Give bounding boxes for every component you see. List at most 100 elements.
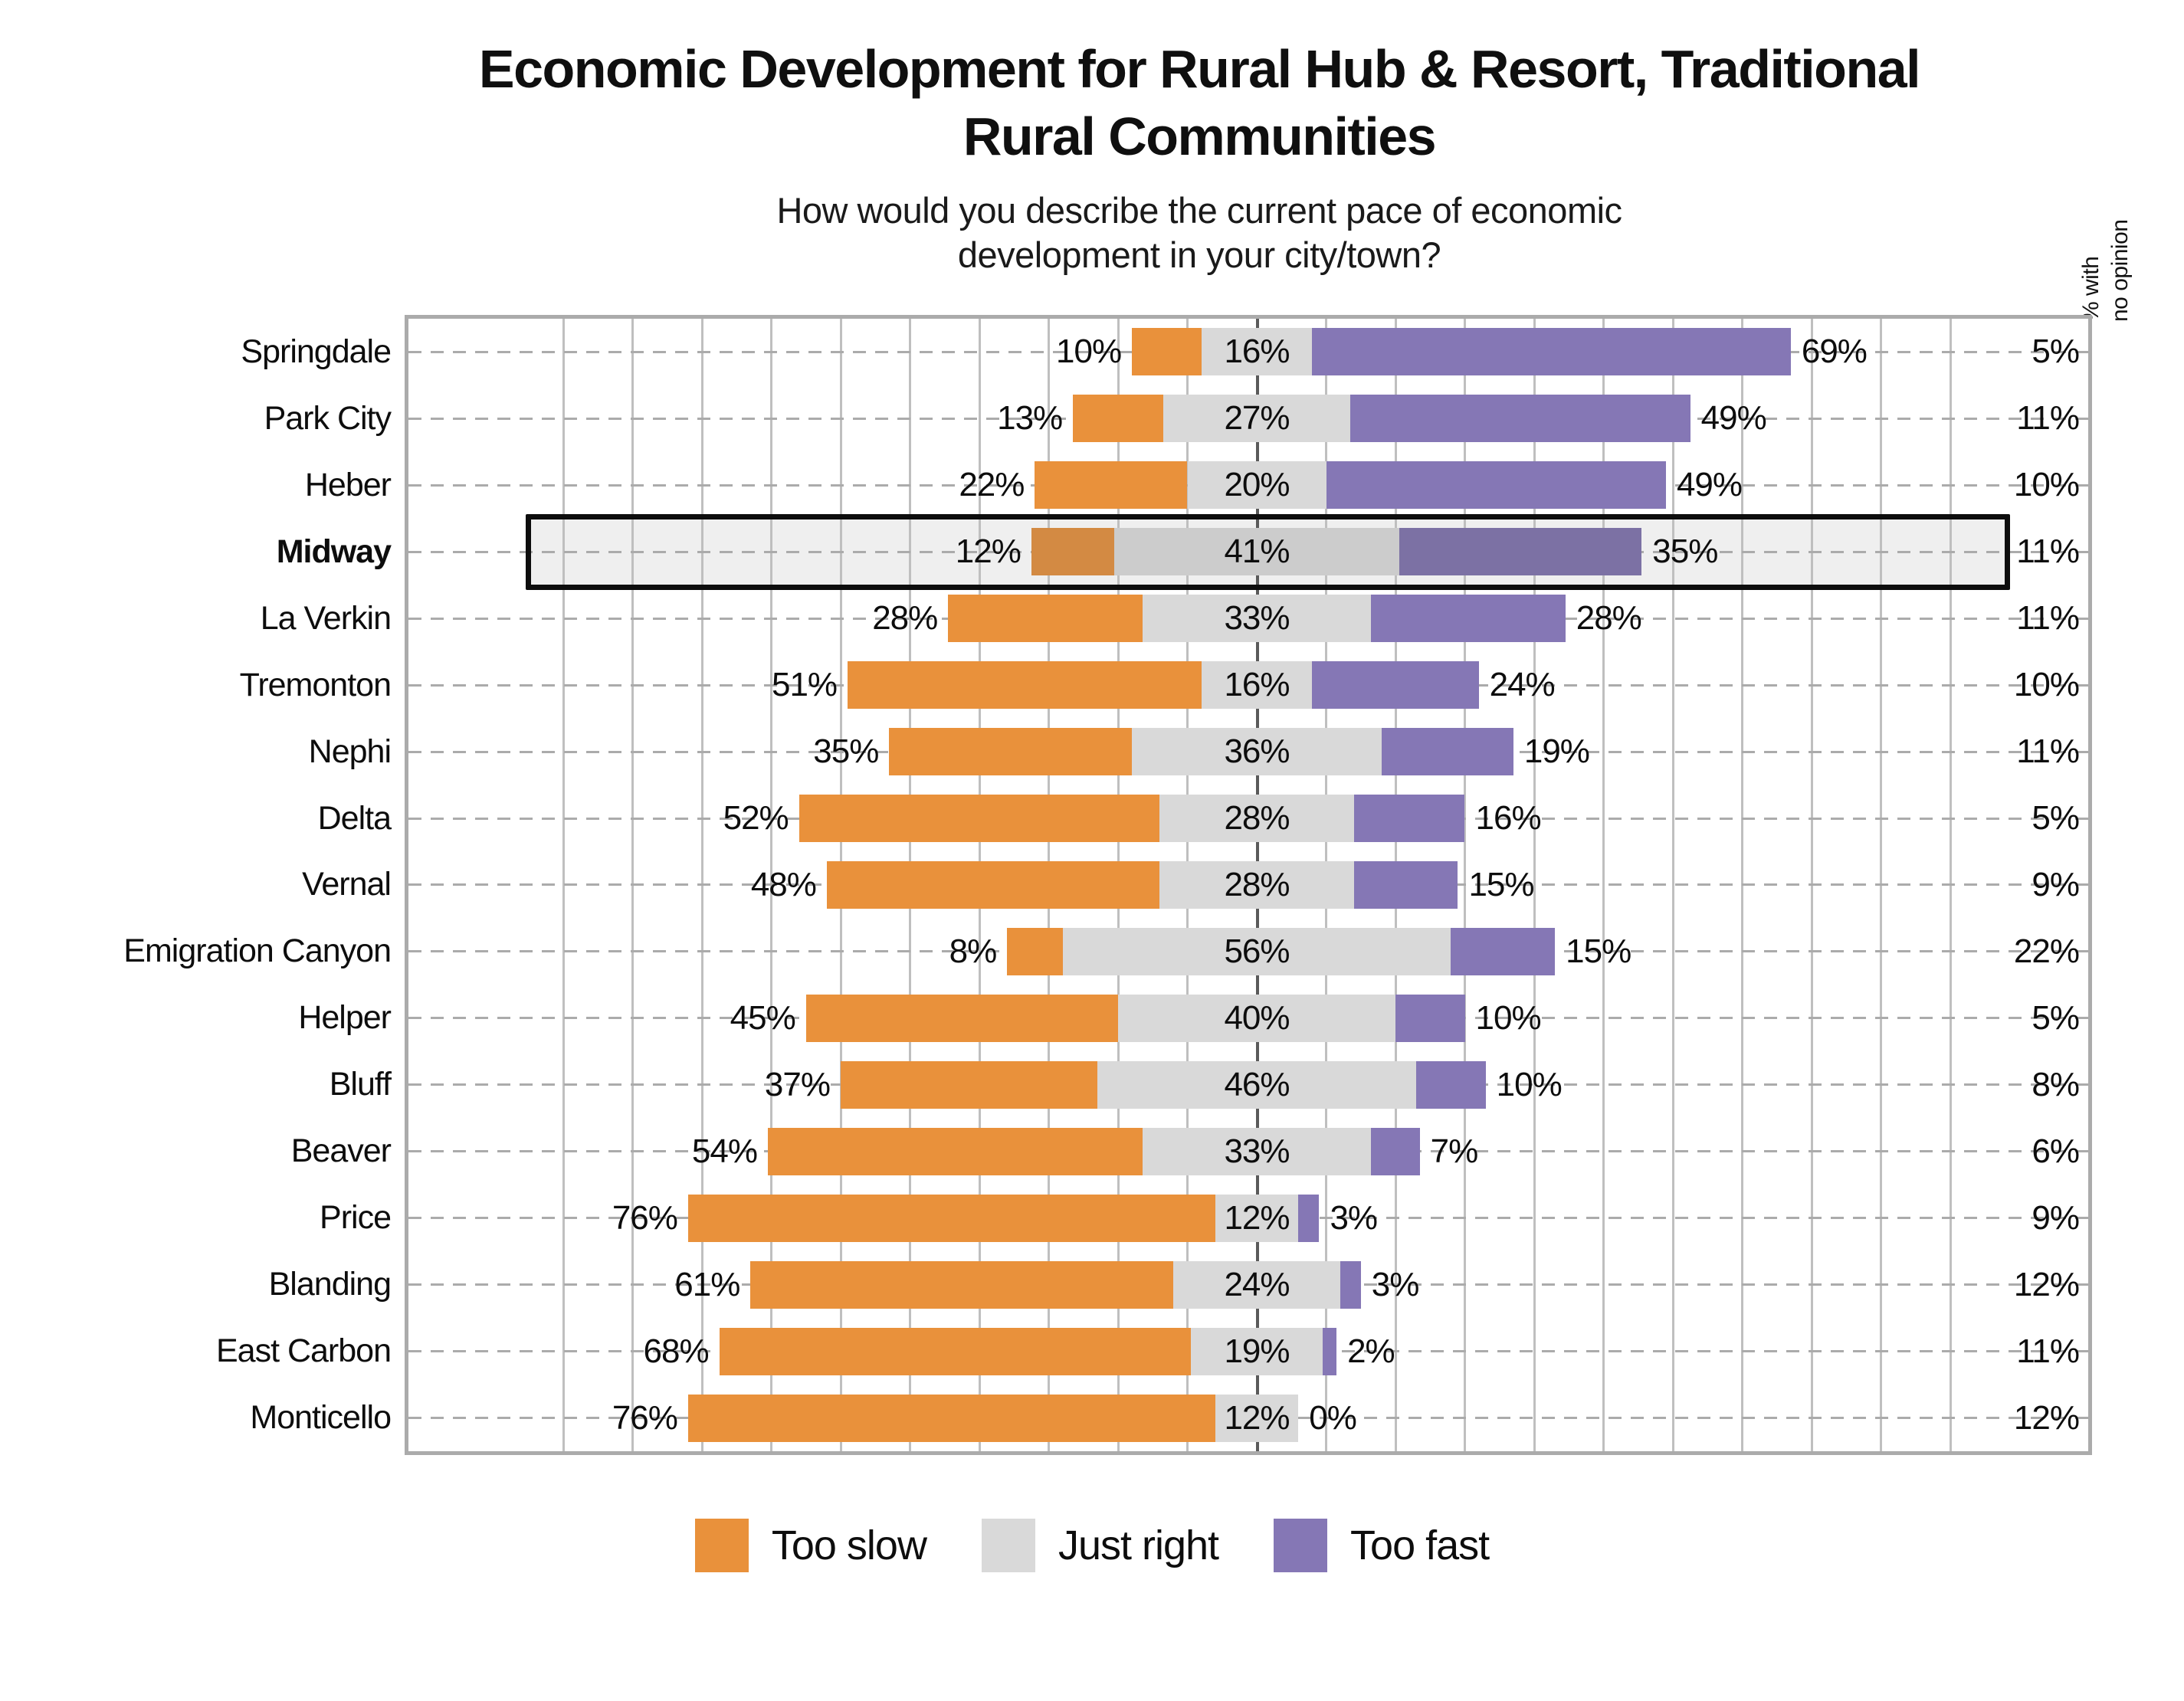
too-slow-value: 35% (813, 733, 879, 771)
bar-just-right (1097, 1060, 1417, 1109)
just-right-value: 56% (1224, 932, 1290, 970)
bar-too-fast (1298, 1194, 1320, 1242)
just-right-value: 36% (1224, 733, 1290, 771)
bar-too-fast (1340, 1260, 1361, 1309)
bar-too-fast (1395, 994, 1465, 1042)
category-label: Heber (304, 466, 392, 503)
no-opinion-value: 22% (2013, 932, 2080, 970)
too-slow-value: 54% (691, 1132, 758, 1170)
category-label: Beaver (290, 1132, 392, 1170)
no-opinion-value: 11% (2016, 733, 2080, 771)
bar-too-slow (826, 860, 1160, 909)
bar-just-right (1163, 395, 1351, 443)
legend-item-just-right: Just right (981, 1519, 1219, 1572)
bar-too-slow (1031, 528, 1115, 576)
bar-too-slow (948, 595, 1143, 643)
bar-just-right (1142, 595, 1372, 643)
bar-too-slow (805, 994, 1118, 1042)
legend-label-too-slow: Too slow (771, 1522, 927, 1568)
bar-too-fast (1350, 395, 1690, 443)
no-opinion-value: 10% (2013, 666, 2080, 704)
category-row: 61% 24% 3% 12% (408, 1251, 2088, 1318)
bar-too-fast (1312, 661, 1479, 710)
bar-just-right (1173, 1260, 1340, 1309)
category-row: 76% 12% 3% 9% (408, 1185, 2088, 1251)
just-right-value: 16% (1224, 666, 1290, 704)
too-fast-value: 3% (1371, 1265, 1420, 1303)
too-slow-value: 10% (1056, 333, 1122, 371)
category-row: 48% 28% 15% 9% (408, 852, 2088, 919)
category-row: 22% 20% 49% 10% (408, 452, 2088, 519)
category-label: Emigration Canyon (123, 932, 392, 970)
bar-just-right (1118, 994, 1395, 1042)
too-slow-value: 28% (872, 599, 938, 637)
bar-too-slow (1132, 328, 1202, 376)
category-label: La Verkin (260, 599, 392, 637)
just-right-value: 33% (1224, 599, 1290, 637)
legend-item-too-fast: Too fast (1274, 1519, 1490, 1572)
too-slow-value: 51% (771, 666, 838, 704)
too-fast-value: 69% (1801, 333, 1868, 371)
just-right-value: 24% (1224, 1265, 1290, 1303)
bar-too-fast (1371, 1127, 1420, 1175)
category-label: Midway (276, 533, 392, 570)
too-fast-value: 7% (1430, 1132, 1479, 1170)
just-right-value: 12% (1224, 1198, 1290, 1237)
no-opinion-value: 5% (2032, 799, 2080, 837)
category-label: Park City (264, 399, 392, 437)
no-opinion-axis-label-line-2: no opinion (2107, 219, 2133, 322)
chart-title-line-1: Economic Development for Rural Hub & Res… (478, 39, 1921, 99)
category-label: Vernal (302, 866, 392, 903)
too-fast-value: 19% (1523, 733, 1590, 771)
no-opinion-value: 9% (2032, 1198, 2080, 1237)
category-label: Helper (298, 999, 392, 1037)
bar-too-slow (687, 1394, 1215, 1442)
no-opinion-value: 8% (2032, 1065, 2080, 1103)
bar-just-right (1215, 1194, 1299, 1242)
too-fast-value: 28% (1576, 599, 1642, 637)
category-row: 13% 27% 49% 11% (408, 385, 2088, 452)
no-opinion-value: 11% (2016, 1332, 2080, 1370)
category-row: 76% 12% 0% 12% (408, 1385, 2088, 1451)
category-row: 35% 36% 19% 11% (408, 719, 2088, 785)
chart-subtitle-line-2: development in your city/town? (957, 234, 1441, 275)
category-row: 10% 16% 69% 5% (408, 319, 2088, 385)
just-right-value: 27% (1224, 399, 1290, 438)
category-label: Tremonton (239, 666, 392, 703)
bar-just-right (1201, 328, 1313, 376)
no-opinion-value: 12% (2013, 1265, 2080, 1303)
no-opinion-value: 11% (2016, 599, 2080, 637)
bar-just-right (1062, 927, 1451, 975)
chart-subtitle: How would you describe the current pace … (326, 188, 2073, 277)
bar-too-slow (1007, 927, 1063, 975)
bar-too-slow (687, 1194, 1215, 1242)
too-fast-value: 24% (1489, 666, 1556, 704)
bar-just-right (1215, 1394, 1299, 1442)
category-row: 8% 56% 15% 22% (408, 918, 2088, 985)
category-row: 28% 33% 28% 11% (408, 585, 2088, 652)
just-right-value: 33% (1224, 1132, 1290, 1170)
too-slow-value: 13% (997, 399, 1063, 438)
chart-subtitle-line-1: How would you describe the current pace … (776, 190, 1622, 231)
no-opinion-value: 5% (2032, 333, 2080, 371)
category-row: 51% 16% 24% 10% (408, 652, 2088, 719)
no-opinion-value: 12% (2013, 1398, 2080, 1437)
bar-just-right (1187, 461, 1326, 510)
no-opinion-value: 10% (2013, 466, 2080, 504)
category-row: 54% 33% 7% 6% (408, 1118, 2088, 1185)
too-slow-value: 45% (730, 998, 796, 1037)
too-fast-value: 3% (1330, 1198, 1378, 1237)
just-right-value: 28% (1224, 865, 1290, 903)
bar-too-fast (1326, 461, 1666, 510)
no-opinion-value: 5% (2032, 998, 2080, 1037)
too-fast-value: 0% (1309, 1398, 1357, 1437)
plot-area: 10% 16% 69% 5% 13% 27% 49% 11% 22% 20% 49% 10% 12% 41… (405, 315, 2092, 1455)
category-label: Nephi (308, 733, 392, 770)
too-fast-value: 10% (1475, 998, 1542, 1037)
bar-too-slow (767, 1127, 1143, 1175)
category-label: Delta (317, 799, 392, 837)
bar-too-slow (841, 1060, 1097, 1109)
just-right-value: 20% (1224, 466, 1290, 504)
category-label: Bluff (329, 1066, 392, 1103)
